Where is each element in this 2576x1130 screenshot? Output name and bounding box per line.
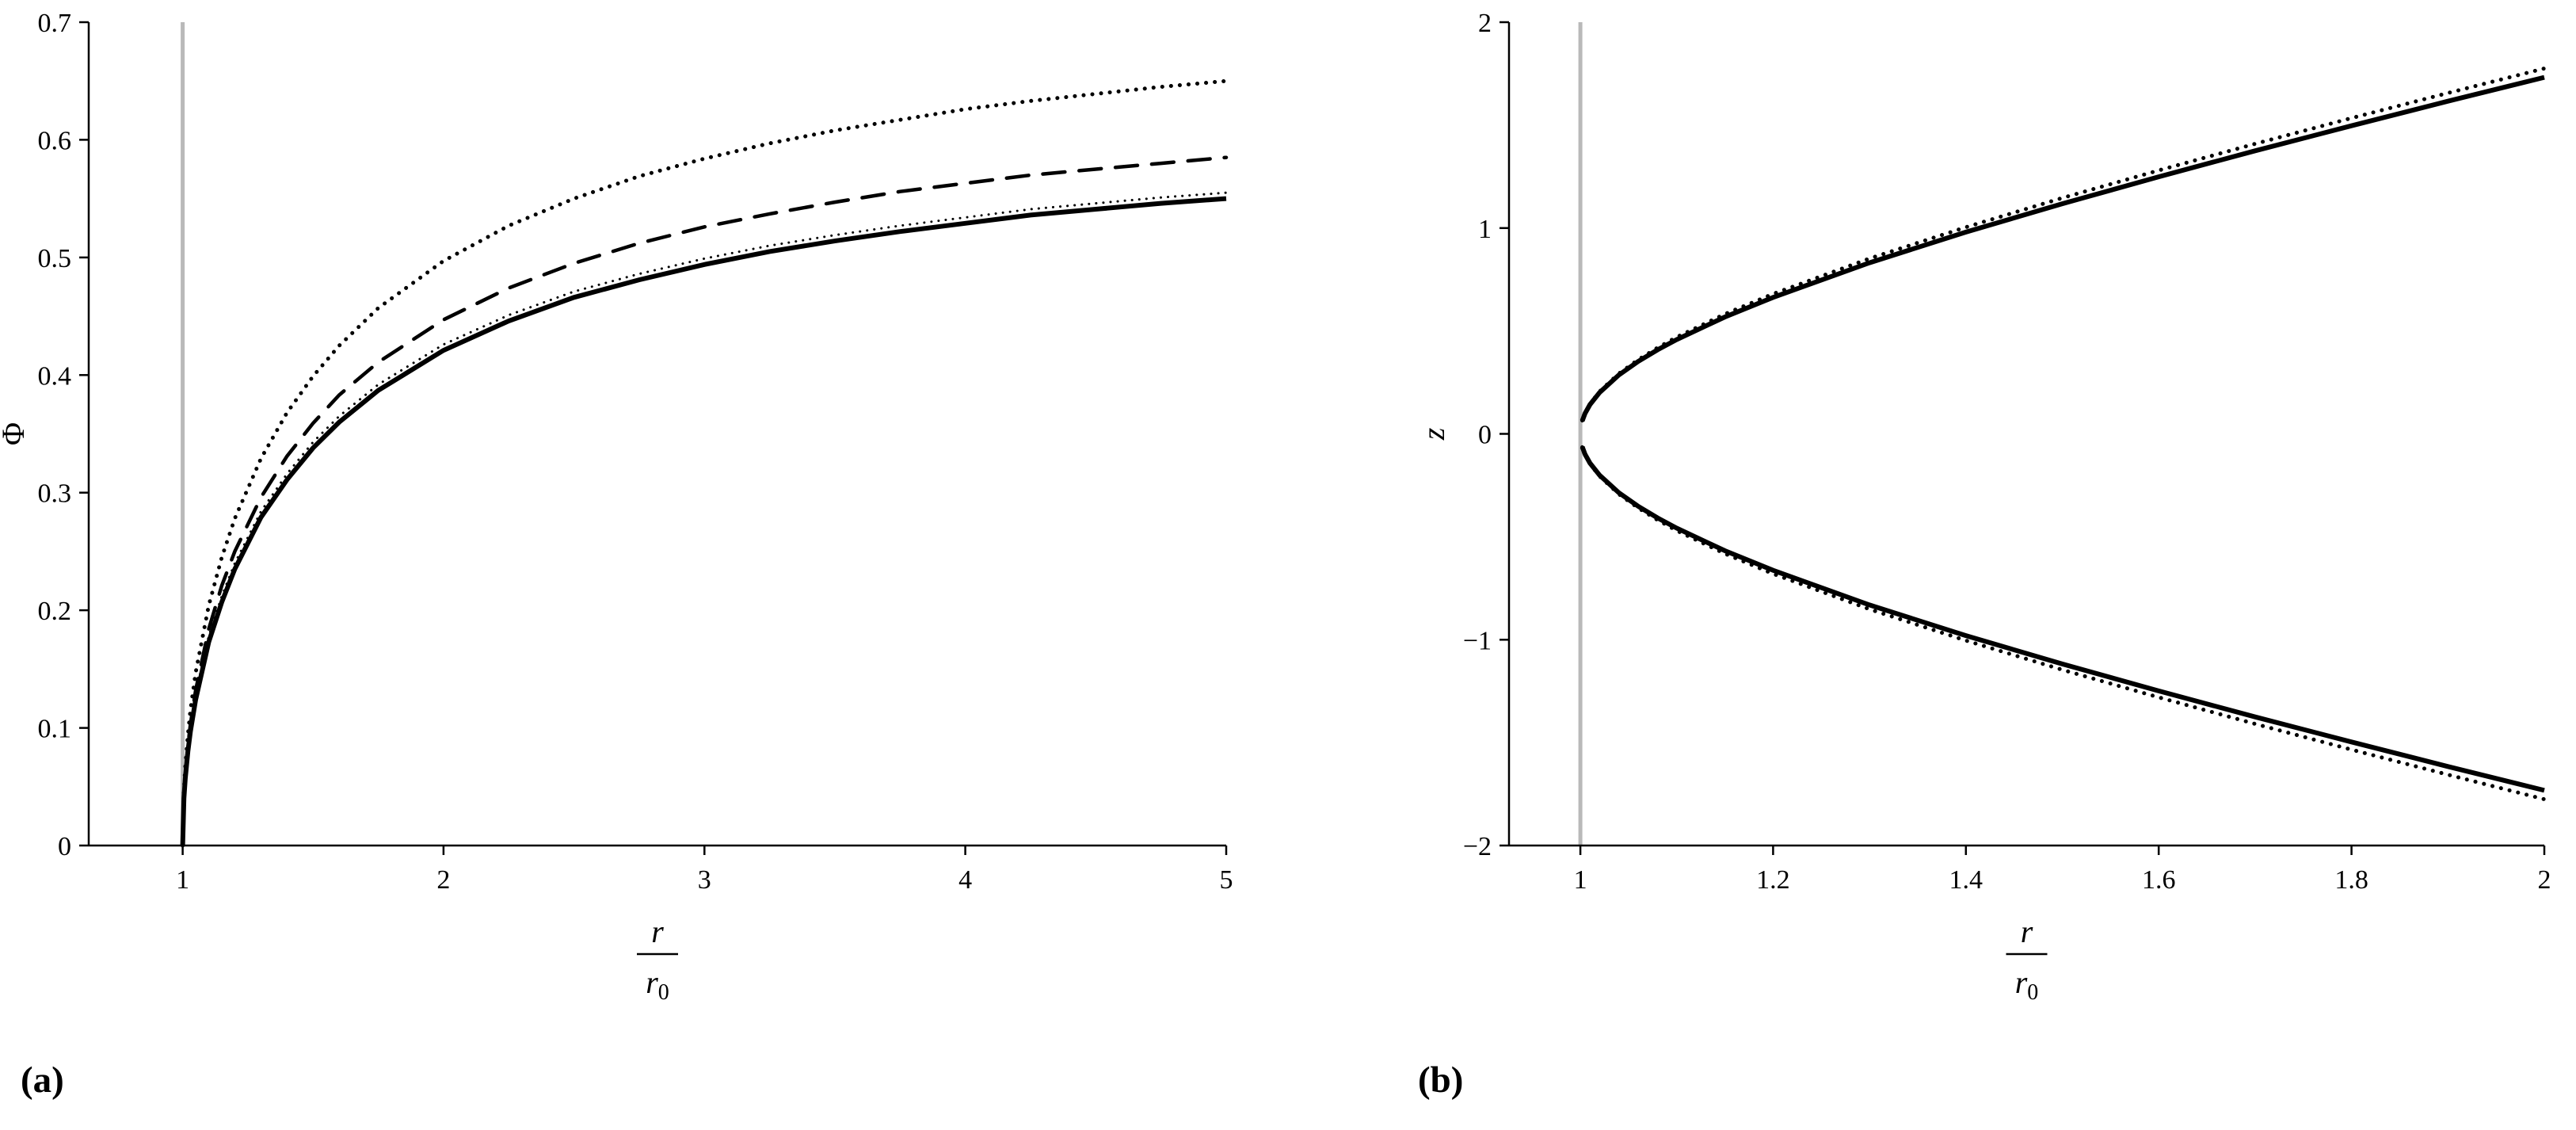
x-tick-label: 1.2 (1756, 865, 1790, 895)
y-tick-label: 0.2 (38, 597, 72, 626)
y-tick-label: 0.4 (38, 361, 72, 391)
y-tick-label: 0 (58, 832, 71, 861)
x-tick-label: 1 (1574, 865, 1587, 895)
curve-lower-dotted-curve (1580, 445, 2547, 802)
panel-label-a: (a) (21, 1059, 64, 1101)
x-tick-label: 1.6 (2142, 865, 2176, 895)
chart-panel-b: 1 1.2 1.4 1.6 1.8 2 −2 −1 0 1 2 z r r0 (1416, 9, 2551, 1005)
x-axis-label-denominator: r0 (646, 964, 669, 1005)
x-tick-label: 3 (698, 865, 711, 895)
panel-label-b: (b) (1418, 1059, 1464, 1101)
y-tick-label: 1 (1478, 215, 1492, 244)
y-axis-label: z (1416, 427, 1451, 441)
x-tick-label: 2 (2538, 865, 2551, 895)
curve-lower-solid-curve (1580, 445, 2545, 793)
curve-thin-dotted-overlap-curve (181, 191, 1228, 847)
x-axis-label-fraction: r r0 (2006, 914, 2048, 1005)
x-tick-label: 2 (436, 865, 450, 895)
curve-solid-curve (180, 196, 1227, 846)
curve-dashed-curve (181, 155, 1229, 848)
x-tick-label: 1 (176, 865, 189, 895)
x-tick-label: 1.8 (2334, 865, 2368, 895)
x-axis-label-numerator: r (651, 914, 664, 949)
y-tick-label: 0.7 (38, 9, 72, 38)
curve-upper-solid-curve (1580, 74, 2545, 422)
x-axis-label-fraction: r r0 (637, 914, 678, 1005)
x-tick-label: 5 (1220, 865, 1233, 895)
y-axis-label: Φ (0, 422, 31, 445)
y-tick-label: −2 (1463, 832, 1492, 861)
chart-panel-a: 1 2 3 4 5 0 0.1 0.2 0.3 0.4 0.5 0.6 0.7 Φr r0 (0, 9, 1233, 1005)
y-tick-label: 0.1 (38, 715, 72, 744)
y-tick-label: 2 (1478, 9, 1492, 38)
y-tick-label: 0.6 (38, 126, 72, 155)
y-tick-label: 0.3 (38, 479, 72, 509)
x-tick-label: 1.4 (1949, 865, 1983, 895)
x-axis-label-numerator: r (2021, 914, 2033, 949)
curve-dotted-curve (181, 78, 1229, 848)
y-tick-label: 0 (1478, 421, 1492, 450)
curve-upper-dotted-curve (1580, 66, 2547, 423)
y-tick-label: −1 (1463, 626, 1492, 655)
x-tick-label: 4 (958, 865, 972, 895)
x-axis-label-denominator: r0 (2015, 964, 2039, 1005)
y-tick-label: 0.5 (38, 244, 72, 273)
